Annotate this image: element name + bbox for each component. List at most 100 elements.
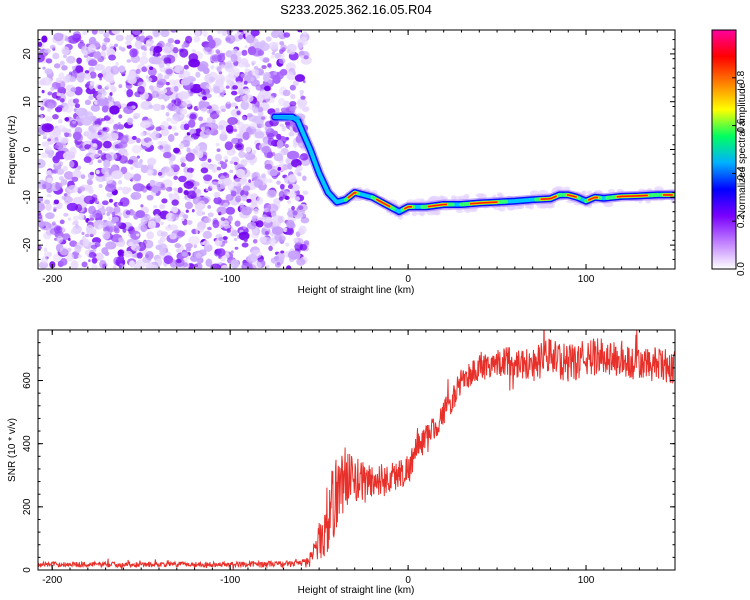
noise-blob <box>249 122 258 130</box>
noise-blob <box>195 71 201 78</box>
noise-blob <box>301 36 308 41</box>
noise-blob <box>73 262 77 266</box>
noise-blob <box>60 98 65 103</box>
noise-blob <box>117 255 125 262</box>
colorbar-tick-label: 0.4 <box>736 166 747 180</box>
noise-blob <box>176 248 182 253</box>
noise-blob <box>68 160 75 168</box>
noise-blob <box>211 55 220 62</box>
noise-blob <box>217 186 222 191</box>
noise-blob <box>282 89 291 97</box>
noise-blob <box>207 205 212 209</box>
noise-blob <box>238 30 244 33</box>
noise-blob <box>215 49 220 54</box>
track-halo-blob <box>420 198 425 202</box>
noise-blob <box>101 230 111 240</box>
noise-blob <box>259 55 265 61</box>
noise-blob <box>188 53 199 63</box>
noise-blob <box>78 72 86 79</box>
noise-blob <box>202 240 210 246</box>
noise-blob <box>118 264 122 269</box>
noise-blob <box>269 169 278 177</box>
noise-blob <box>41 35 48 43</box>
noise-blob <box>236 110 241 116</box>
noise-blob <box>47 138 52 142</box>
noise-blob <box>43 251 52 258</box>
noise-blob <box>56 168 65 175</box>
noise-blob <box>197 220 207 231</box>
noise-blob <box>288 174 297 183</box>
noise-blob <box>165 112 170 117</box>
noise-blob <box>173 147 180 154</box>
track-halo-blob <box>545 203 555 209</box>
spectrogram-ylabel: Frequency (Hz) <box>7 116 18 185</box>
noise-blob <box>140 120 151 129</box>
noise-blob <box>95 169 100 175</box>
noise-blob <box>261 65 267 70</box>
noise-blob <box>118 65 126 73</box>
noise-blob <box>131 30 143 36</box>
noise-blob <box>224 141 233 151</box>
noise-blob <box>294 74 306 82</box>
noise-blob <box>299 89 305 94</box>
noise-blob <box>225 194 234 201</box>
noise-blob <box>262 214 268 220</box>
noise-blob <box>205 187 209 192</box>
noise-blob <box>216 206 227 215</box>
noise-blob <box>42 183 47 190</box>
noise-blob <box>98 184 103 188</box>
noise-blob <box>123 152 129 157</box>
noise-blob <box>38 245 42 251</box>
noise-blob <box>88 66 95 73</box>
noise-blob <box>40 152 49 159</box>
noise-blob <box>216 148 221 153</box>
noise-blob <box>297 172 302 177</box>
noise-blob <box>102 90 107 96</box>
noise-blob <box>97 224 103 229</box>
noise-blob <box>230 190 237 197</box>
noise-blob <box>280 44 288 51</box>
spectrogram-signal-track <box>269 111 675 217</box>
noise-blob <box>276 133 282 140</box>
noise-blob <box>249 42 254 47</box>
noise-blob <box>244 44 248 49</box>
noise-blob <box>205 128 212 136</box>
noise-blob <box>233 161 238 166</box>
noise-blob <box>244 68 250 73</box>
noise-blob <box>186 132 191 136</box>
noise-blob <box>62 165 68 172</box>
noise-blob <box>117 186 123 191</box>
noise-blob <box>124 89 127 93</box>
noise-blob <box>205 258 213 267</box>
noise-blob <box>213 85 221 94</box>
noise-blob <box>286 227 294 236</box>
noise-blob <box>277 166 282 171</box>
noise-blob <box>122 227 127 233</box>
noise-blob <box>287 184 294 190</box>
track-red-core <box>404 206 413 210</box>
noise-blob <box>109 92 113 97</box>
noise-blob <box>40 106 45 111</box>
noise-blob <box>241 242 249 248</box>
noise-blob <box>290 158 302 168</box>
noise-blob <box>70 87 77 92</box>
noise-blob <box>111 216 120 223</box>
noise-blob <box>216 166 222 171</box>
noise-blob <box>148 85 154 90</box>
noise-blob <box>63 171 74 180</box>
noise-blob <box>64 117 70 122</box>
noise-blob <box>72 170 82 179</box>
noise-blob <box>47 102 55 111</box>
noise-blob <box>72 33 82 42</box>
noise-blob <box>286 150 300 160</box>
noise-blob <box>68 237 71 242</box>
noise-blob <box>97 149 103 155</box>
noise-blob <box>72 120 77 124</box>
track-halo-blob <box>540 203 549 209</box>
track-red-core <box>588 196 599 201</box>
noise-blob <box>136 137 141 144</box>
noise-blob <box>225 74 236 84</box>
noise-blob <box>247 253 258 263</box>
noise-blob <box>202 230 213 239</box>
noise-blob <box>75 242 84 249</box>
